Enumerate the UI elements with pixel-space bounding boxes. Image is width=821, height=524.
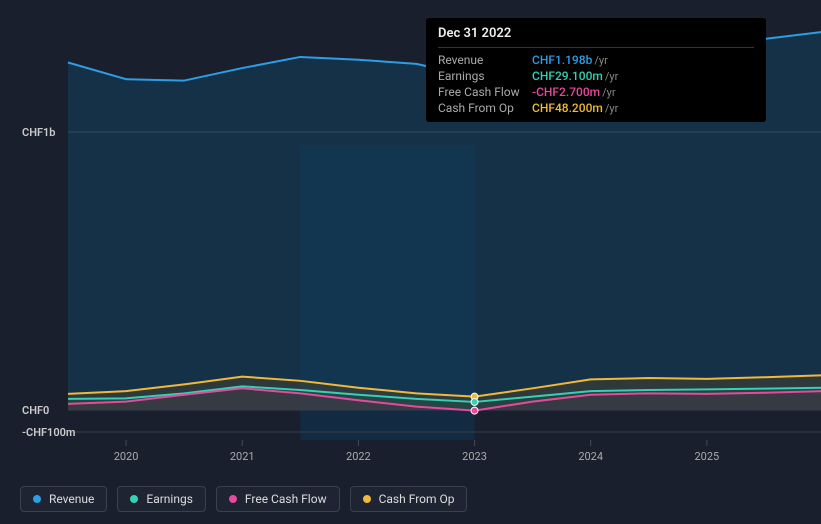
tooltip-row: EarningsCHF29.100m/yr <box>438 68 754 84</box>
legend-label: Revenue <box>49 492 94 506</box>
y-axis-tick: CHF0 <box>22 404 49 417</box>
legend-label: Earnings <box>146 492 193 506</box>
legend-item-cfo[interactable]: Cash From Op <box>350 486 468 512</box>
tooltip-metric-value: CHF48.200m <box>532 101 603 115</box>
tooltip-metric-value: -CHF2.700m <box>532 85 600 99</box>
y-axis-tick: CHF1b <box>22 126 56 139</box>
tooltip-metric-label: Cash From Op <box>438 101 532 115</box>
tooltip-unit: /yr <box>605 70 618 83</box>
tooltip-row: Free Cash Flow-CHF2.700m/yr <box>438 84 754 100</box>
x-axis-tick: 2023 <box>462 450 487 463</box>
x-axis-tick: 2025 <box>694 450 719 463</box>
x-axis-tick: 2021 <box>230 450 255 463</box>
legend-dot-icon <box>130 495 138 503</box>
tooltip-metric-label: Free Cash Flow <box>438 85 532 99</box>
legend-item-revenue[interactable]: Revenue <box>20 486 107 512</box>
tooltip-unit: /yr <box>594 54 607 67</box>
tooltip-date: Dec 31 2022 <box>438 26 754 48</box>
legend-dot-icon <box>33 495 41 503</box>
legend-dot-icon <box>229 495 237 503</box>
tooltip-metric-value: CHF29.100m <box>532 69 603 83</box>
tooltip-metric-label: Earnings <box>438 69 532 83</box>
legend-item-fcf[interactable]: Free Cash Flow <box>216 486 340 512</box>
x-axis-tick: 2024 <box>578 450 603 463</box>
legend-dot-icon <box>363 495 371 503</box>
chart-legend: Revenue Earnings Free Cash Flow Cash From O… <box>20 486 467 512</box>
y-axis-tick: -CHF100m <box>22 426 75 439</box>
legend-label: Cash From Op <box>379 492 455 506</box>
tooltip-row: RevenueCHF1.198b/yr <box>438 52 754 68</box>
tooltip-metric-value: CHF1.198b <box>532 53 592 67</box>
x-axis-tick: 2020 <box>114 450 139 463</box>
legend-item-earnings[interactable]: Earnings <box>117 486 206 512</box>
tooltip-row: Cash From OpCHF48.200m/yr <box>438 100 754 116</box>
x-axis-tick: 2022 <box>346 450 371 463</box>
legend-label: Free Cash Flow <box>245 492 327 506</box>
tooltip-unit: /yr <box>602 86 615 99</box>
chart-tooltip: Dec 31 2022 RevenueCHF1.198b/yrEarningsC… <box>426 18 766 122</box>
tooltip-metric-label: Revenue <box>438 53 532 67</box>
tooltip-unit: /yr <box>605 102 618 115</box>
